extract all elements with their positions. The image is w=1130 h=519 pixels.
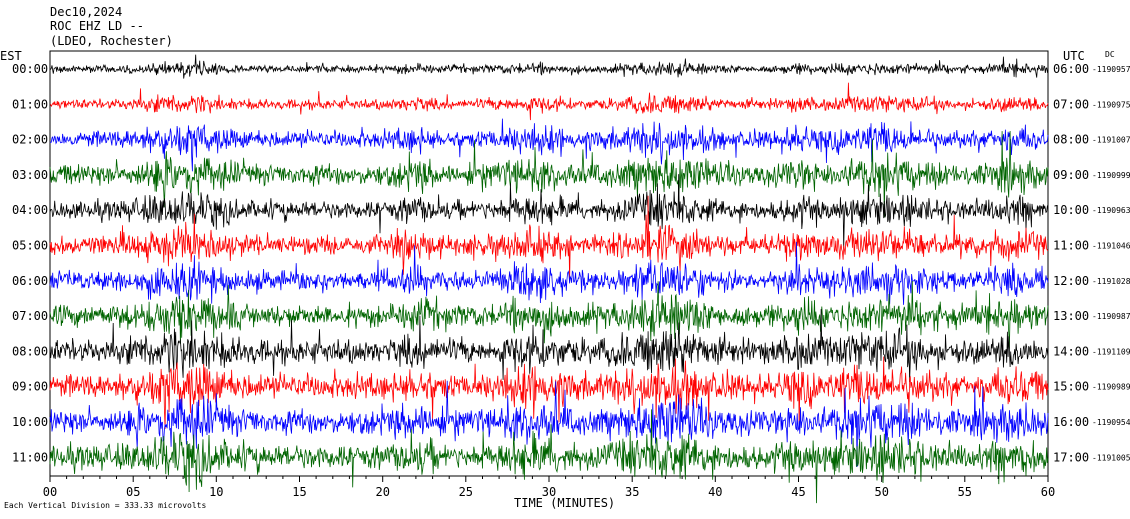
dc-offset-label: -1190989 [1092, 383, 1130, 392]
est-label: 04:00 [12, 203, 48, 217]
x-tick-label: 10 [209, 485, 223, 499]
utc-label: 17:00 [1053, 450, 1089, 464]
x-tick-label: 05 [126, 485, 140, 499]
x-tick-label: 25 [459, 485, 473, 499]
est-label: 06:00 [12, 274, 48, 288]
est-label: 11:00 [12, 450, 48, 464]
dc-header-label: DC [1105, 50, 1115, 59]
est-label: 10:00 [12, 415, 48, 429]
dc-offset-label: -1190987 [1092, 312, 1130, 321]
dc-offset-label: -1191007 [1092, 136, 1130, 145]
dc-offset-label: -1191005 [1092, 453, 1130, 462]
right-timezone-label: UTC [1063, 49, 1085, 63]
utc-label: 09:00 [1053, 168, 1089, 182]
est-label: 03:00 [12, 168, 48, 182]
network-label: (LDEO, Rochester) [50, 34, 173, 48]
x-tick-label: 55 [958, 485, 972, 499]
est-label: 00:00 [12, 62, 48, 76]
x-axis-title: TIME (MINUTES) [514, 496, 615, 510]
plot-frame [49, 50, 1049, 477]
trace-row-0200 [49, 118, 1049, 172]
utc-label: 16:00 [1053, 415, 1089, 429]
utc-label: 15:00 [1053, 380, 1089, 394]
trace-layer [49, 54, 1049, 504]
x-tick-label: 35 [625, 485, 639, 499]
dc-offset-label: -1190957 [1092, 65, 1130, 74]
utc-label: 11:00 [1053, 239, 1089, 253]
trace-row-0100 [49, 82, 1049, 121]
dc-offset-label: -1191109 [1092, 347, 1130, 356]
est-label: 02:00 [12, 133, 48, 147]
x-tick-label: 00 [43, 485, 57, 499]
x-tick-label: 50 [874, 485, 888, 499]
dc-offset-label: -1190975 [1092, 100, 1130, 109]
station-label: ROC EHZ LD -- [50, 19, 144, 33]
x-tick-label: 15 [292, 485, 306, 499]
date-label: Dec10,2024 [50, 5, 122, 19]
trace-row-0400 [49, 174, 1049, 249]
dc-offset-label: -1190963 [1092, 206, 1130, 215]
est-label: 01:00 [12, 97, 48, 111]
trace-row-0600 [49, 241, 1049, 305]
x-tick-label: 60 [1041, 485, 1055, 499]
x-tick-label: 30 [542, 485, 556, 499]
dc-offset-label: -1191028 [1092, 277, 1130, 286]
x-tick-label: 40 [708, 485, 722, 499]
x-axis: 00 05 10 15 20 25 30 35 40 45 50 55 60 [43, 476, 1055, 499]
trace-row-0700 [49, 280, 1049, 349]
scale-note: Each Vertical Division = 333.33 microvol… [4, 501, 206, 510]
trace-row-0300 [49, 130, 1049, 218]
trace-row-0000 [49, 54, 1049, 79]
est-label: 08:00 [12, 344, 48, 358]
trace-row-0800 [49, 309, 1049, 383]
x-tick-label: 45 [791, 485, 805, 499]
trace-row-1000 [49, 380, 1049, 468]
trace-row-0500 [49, 195, 1049, 282]
utc-label: 07:00 [1053, 97, 1089, 111]
dc-offset-label: -1190954 [1092, 418, 1130, 427]
utc-label: 12:00 [1053, 274, 1089, 288]
est-label: 09:00 [12, 380, 48, 394]
utc-label: 08:00 [1053, 133, 1089, 147]
left-timezone-label: EST [0, 49, 22, 63]
utc-label: 13:00 [1053, 309, 1089, 323]
utc-label: 10:00 [1053, 203, 1089, 217]
est-label: 05:00 [12, 239, 48, 253]
utc-label: 14:00 [1053, 344, 1089, 358]
utc-label: 06:00 [1053, 62, 1089, 76]
dc-offset-label: -1191046 [1092, 242, 1130, 251]
trace-row-1100 [49, 409, 1049, 504]
x-tick-label: 20 [375, 485, 389, 499]
dc-offset-label: -1190999 [1092, 171, 1130, 180]
est-label: 07:00 [12, 309, 48, 323]
